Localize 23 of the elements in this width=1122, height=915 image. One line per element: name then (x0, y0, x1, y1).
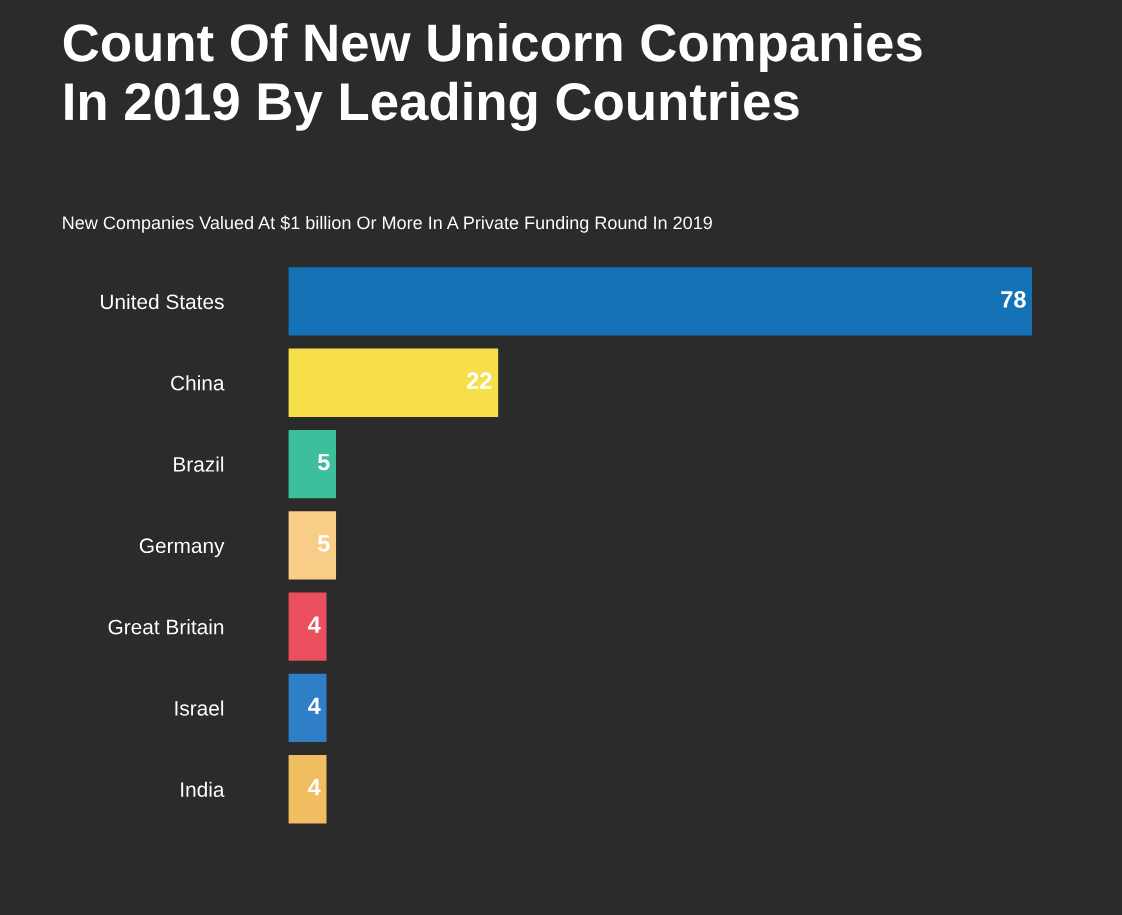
bar (288, 267, 1033, 336)
y-tick-label: Great Britain (108, 619, 224, 635)
data-label: 22 (467, 372, 492, 389)
y-tick-label: Brazil (174, 456, 224, 472)
data-label: 5 (317, 453, 330, 471)
bar (288, 592, 327, 661)
data-label: 4 (308, 616, 321, 633)
data-label: 4 (308, 779, 321, 796)
chart-subtitle: New Companies Valued At $1 billion Or More In A Private Funding Round In 2019 (63, 215, 712, 233)
y-tick-label: Israel (175, 700, 224, 716)
bar (288, 429, 337, 499)
data-label: 78 (1001, 291, 1026, 308)
chart-title: Count Of New Unicorn Companies In 2019 By Leading Countries (63, 22, 922, 132)
bar (288, 673, 327, 743)
data-label: 5 (317, 535, 330, 552)
y-tick-label: Germany (139, 538, 225, 558)
y-tick-label: United States (101, 293, 224, 310)
bar (288, 511, 337, 580)
data-label: 4 (308, 697, 321, 715)
bar (288, 755, 327, 824)
y-tick-label: India (181, 781, 225, 798)
bar (288, 348, 499, 417)
y-tick-label: China (171, 375, 225, 391)
